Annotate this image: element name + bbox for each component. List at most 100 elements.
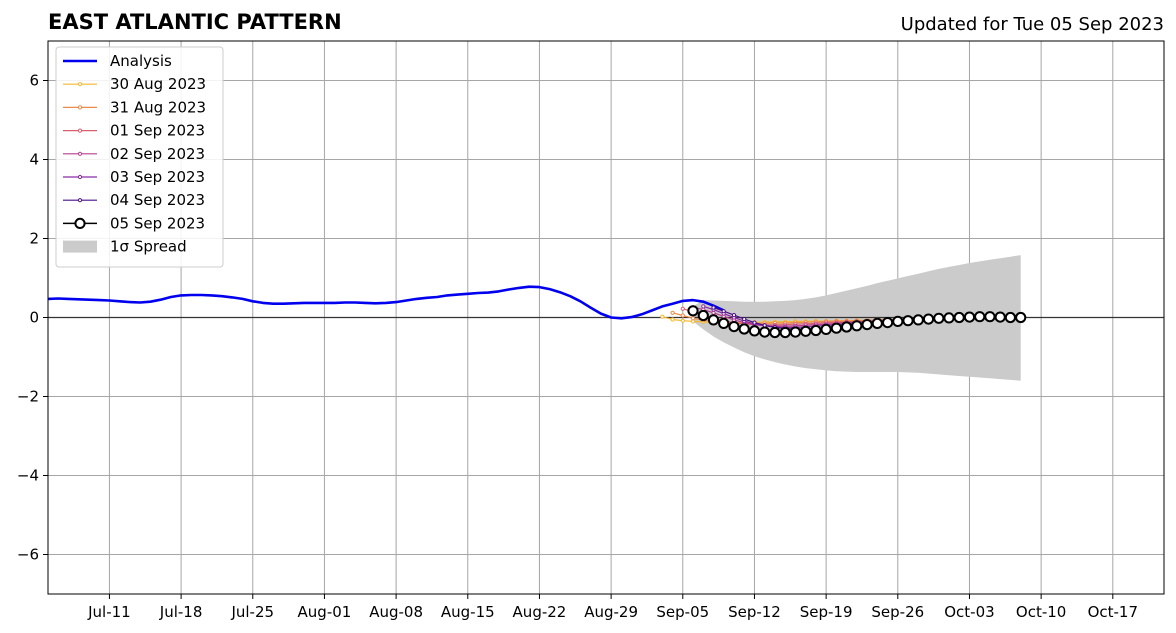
legend-label: 03 Sep 2023 xyxy=(110,168,205,186)
legend-marker xyxy=(77,105,83,110)
forecast-point xyxy=(830,322,843,334)
forecast-point xyxy=(769,326,781,339)
tick-layer: Jul-11 Jul-18 Jul-25 Aug-01 Aug-08 Aug-15 Aug-… xyxy=(17,72,1138,622)
forecast-point xyxy=(759,326,771,338)
legend-entry: 30 Aug 2023 xyxy=(63,75,206,93)
x-tick-label: Jul-25 xyxy=(230,603,274,621)
legend-label: 02 Sep 2023 xyxy=(110,145,205,163)
y-tick-label: −4 xyxy=(17,467,39,485)
x-tick-label: Aug-15 xyxy=(441,603,495,621)
forecast-point xyxy=(690,316,696,321)
x-tick-label: Aug-01 xyxy=(298,603,352,621)
forecast-point xyxy=(902,315,914,327)
forecast-point xyxy=(789,326,802,338)
legend-label: 05 Sep 2023 xyxy=(110,214,205,232)
forecast-point xyxy=(963,311,976,323)
forecast-point xyxy=(912,314,924,326)
forecast-point xyxy=(728,321,740,333)
legend-label: 1σ Spread xyxy=(110,238,187,256)
forecast-point xyxy=(687,305,699,317)
forecast-point xyxy=(711,305,716,310)
forecast-point xyxy=(680,318,685,323)
forecast-point xyxy=(800,325,812,337)
forecast-point xyxy=(721,309,726,314)
legend-label: 04 Sep 2023 xyxy=(110,191,205,209)
x-tick-label: Sep-26 xyxy=(871,603,924,621)
legend-marker xyxy=(77,198,83,203)
legend-swatch xyxy=(63,240,97,253)
forecast-point xyxy=(851,320,863,332)
legend-label: 31 Aug 2023 xyxy=(110,98,206,116)
forecast-point xyxy=(660,314,665,319)
forecast-point xyxy=(953,311,965,324)
forecast-point xyxy=(861,319,873,331)
forecast-point xyxy=(820,323,832,335)
forecast-point xyxy=(670,310,675,315)
y-tick-label: 0 xyxy=(29,309,39,327)
x-tick-label: Aug-22 xyxy=(513,603,567,621)
forecast-point xyxy=(680,313,685,318)
forecast-point xyxy=(748,325,761,337)
forecast-point xyxy=(718,317,730,329)
forecast-series xyxy=(687,305,1027,339)
forecast-point xyxy=(779,326,791,339)
forecast-point xyxy=(933,312,945,324)
x-tick-label: Sep-12 xyxy=(728,603,781,621)
x-tick-label: Aug-08 xyxy=(369,603,423,621)
y-tick-label: 6 xyxy=(29,72,39,90)
legend-marker xyxy=(77,174,83,180)
forecast-point xyxy=(1015,311,1027,324)
legend-entry: 31 Aug 2023 xyxy=(63,98,206,116)
forecast-layer xyxy=(660,304,1027,339)
forecast-point xyxy=(731,313,737,318)
y-tick-label: 2 xyxy=(29,230,39,248)
forecast-point xyxy=(697,309,709,322)
forecast-point xyxy=(882,317,894,329)
forecast-point xyxy=(670,317,675,322)
legend: Analysis 30 Aug 2023 31 Aug 2023 01 Sep 202… xyxy=(55,46,224,268)
forecast-point xyxy=(841,321,853,333)
legend-marker xyxy=(77,128,83,133)
forecast-point xyxy=(892,315,904,327)
legend-marker xyxy=(74,217,86,229)
analysis-layer xyxy=(47,285,725,320)
legend-entry: 05 Sep 2023 xyxy=(63,214,205,232)
forecast-point xyxy=(742,317,747,322)
y-tick-label: −2 xyxy=(17,388,39,406)
forecast-point xyxy=(810,324,822,337)
legend-entry: 01 Sep 2023 xyxy=(63,122,205,140)
x-tick-label: Sep-05 xyxy=(656,603,709,621)
x-tick-label: Oct-17 xyxy=(1088,603,1138,621)
legend-label: Analysis xyxy=(110,52,172,70)
legend-label: 30 Aug 2023 xyxy=(110,75,206,93)
legend-entry: 02 Sep 2023 xyxy=(63,145,205,163)
x-tick-label: Oct-03 xyxy=(944,603,994,621)
x-tick-label: Sep-19 xyxy=(800,603,853,621)
chart-subtitle: Updated for Tue 05 Sep 2023 xyxy=(901,14,1164,35)
forecast-point xyxy=(974,311,986,323)
x-tick-label: Jul-18 xyxy=(159,603,203,621)
legend-marker xyxy=(77,82,83,87)
forecast-point xyxy=(994,311,1006,323)
legend-entry: 1σ Spread xyxy=(63,238,187,256)
x-tick-label: Oct-10 xyxy=(1016,603,1066,621)
forecast-point xyxy=(680,306,685,311)
x-tick-label: Aug-29 xyxy=(584,603,638,621)
analysis-line xyxy=(47,285,725,320)
legend-entry: 04 Sep 2023 xyxy=(63,191,205,209)
forecast-point xyxy=(738,323,750,335)
forecast-point xyxy=(707,314,720,326)
forecast-point xyxy=(943,312,955,324)
chart-title: EAST ATLANTIC PATTERN xyxy=(48,10,342,34)
forecast-point xyxy=(701,304,706,309)
y-tick-label: −6 xyxy=(17,546,39,564)
forecast-point xyxy=(984,311,996,323)
forecast-point xyxy=(1004,311,1017,324)
legend-entry: 03 Sep 2023 xyxy=(63,168,205,186)
forecast-point xyxy=(922,313,935,325)
legend-box xyxy=(55,46,224,268)
legend-entry: Analysis xyxy=(63,52,172,70)
x-tick-label: Jul-11 xyxy=(87,603,131,621)
y-tick-label: 4 xyxy=(29,151,39,169)
